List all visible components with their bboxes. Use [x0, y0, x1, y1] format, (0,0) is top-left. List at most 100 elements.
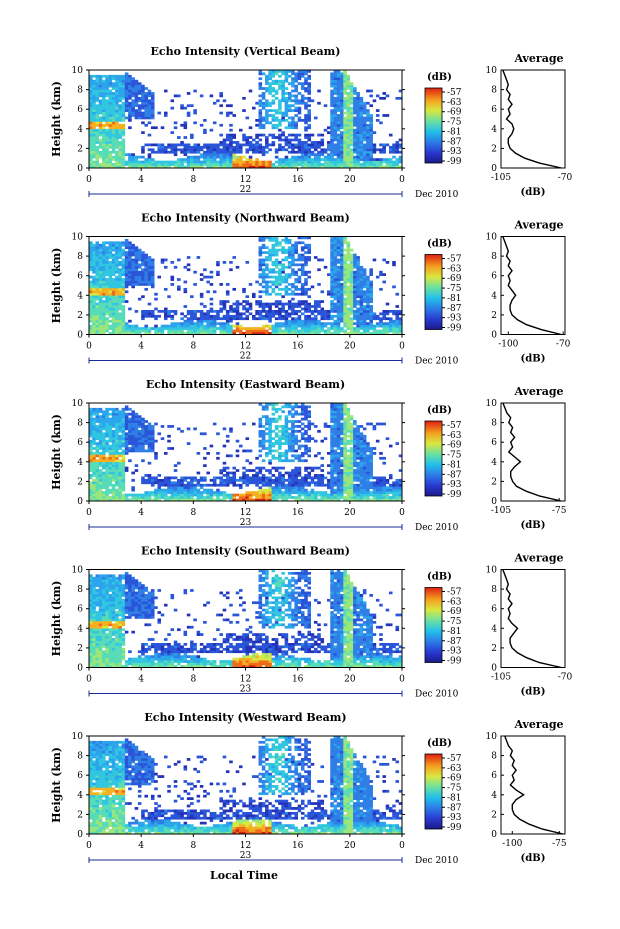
heatmap-cell [320, 307, 325, 311]
heatmap-cell [294, 150, 298, 154]
heatmap-cell [163, 114, 168, 117]
heatmap-cell [173, 488, 178, 492]
heatmap-cell [92, 258, 96, 262]
heatmap-cell [265, 165, 269, 169]
heatmap-cell [173, 126, 178, 130]
heatmap-cell [330, 280, 334, 284]
heatmap-cell [336, 126, 341, 130]
heatmap-cell [333, 268, 338, 272]
heatmap-cell [274, 283, 279, 286]
heatmap-cell [349, 121, 354, 125]
heatmap-cell [150, 273, 155, 276]
heatmap-cell [225, 314, 230, 318]
heatmap-cell [111, 155, 116, 159]
heatmap-cell [212, 145, 217, 149]
heatmap-cell [180, 327, 184, 330]
heatmap-cell [102, 123, 106, 127]
heatmap-cell [115, 265, 119, 269]
heatmap-cell [327, 273, 331, 276]
heatmap-cell [193, 488, 197, 492]
heatmap-cell [297, 263, 302, 267]
heatmap-cell [186, 481, 191, 485]
heatmap-cell [271, 143, 276, 147]
heatmap-cell [362, 160, 367, 164]
heatmap-cell [395, 310, 400, 313]
heatmap-cell [255, 491, 259, 494]
heatmap-cell [235, 469, 240, 472]
heatmap-cell [219, 104, 223, 108]
heatmap-cell [206, 153, 210, 157]
heatmap-cell [330, 150, 334, 154]
heatmap-cell [258, 481, 263, 485]
heatmap-cell [304, 143, 308, 147]
heatmap-cell [265, 469, 269, 472]
heatmap-cell [284, 109, 289, 112]
heatmap-cell [359, 114, 364, 117]
heatmap-cell [115, 464, 119, 467]
heatmap-cell [190, 163, 194, 166]
heatmap-cell [102, 165, 106, 169]
heatmap-cell [141, 104, 145, 108]
heatmap-cell [108, 261, 113, 264]
heatmap-cell [307, 70, 312, 73]
heatmap-cell [108, 84, 113, 88]
heatmap-cell [340, 295, 344, 299]
heatmap-cell [199, 302, 204, 306]
heatmap-cell [258, 133, 263, 137]
heatmap-cell [105, 407, 109, 411]
heatmap-cell [102, 476, 106, 480]
heatmap-cell [89, 483, 93, 487]
heatmap-cell [124, 415, 129, 418]
heatmap-cell [144, 116, 148, 120]
heatmap-cell [111, 119, 116, 122]
heatmap-cell [366, 300, 370, 303]
heatmap-cell [261, 261, 266, 264]
heatmap-cell [170, 261, 175, 264]
heatmap-cell [108, 136, 113, 139]
heatmap-cell [121, 116, 126, 120]
heatmap-cell [115, 153, 119, 157]
heatmap-cell [375, 148, 380, 152]
heatmap-cell [216, 150, 220, 154]
heatmap-cell [216, 452, 220, 455]
heatmap-cell [118, 246, 122, 250]
heatmap-cell [111, 493, 116, 497]
heatmap-cell [300, 307, 305, 311]
heatmap-cell [261, 329, 266, 333]
heatmap-cell [336, 292, 341, 296]
heatmap-cell [102, 268, 106, 272]
heatmap-cell [271, 498, 276, 502]
heatmap-cell [336, 79, 341, 83]
heatmap-cell [268, 82, 272, 85]
heatmap-cell [291, 251, 295, 254]
heatmap-cell [327, 329, 331, 333]
heatmap-cell [261, 285, 266, 289]
heatmap-cell [98, 427, 103, 431]
heatmap-cell [284, 256, 289, 259]
heatmap-cell [343, 263, 347, 267]
heatmap-cell [95, 121, 100, 125]
heatmap-cell [362, 121, 367, 125]
heatmap-cell [222, 145, 227, 149]
heatmap-cell [92, 488, 96, 492]
heatmap-cell [105, 317, 109, 321]
colorbar-label: (dB) [427, 239, 452, 250]
heatmap-cell [333, 145, 338, 149]
heatmap-cell [333, 265, 338, 269]
heatmap-cell [346, 273, 351, 276]
heatmap-cell [304, 324, 308, 328]
heatmap-cell [317, 329, 321, 333]
heatmap-cell [111, 437, 116, 441]
heatmap-cell [346, 278, 351, 281]
heatmap-cell [248, 165, 253, 169]
heatmap-cell [141, 280, 145, 284]
heatmap-cell [278, 322, 282, 325]
heatmap-cell [89, 285, 93, 289]
heatmap-cell [395, 324, 400, 328]
heatmap-cell [203, 319, 207, 323]
heatmap-cell [252, 163, 256, 166]
heatmap-cell [219, 92, 223, 95]
heatmap-cell [209, 94, 214, 98]
heatmap-cell [92, 305, 96, 308]
heatmap-cell [362, 317, 367, 321]
